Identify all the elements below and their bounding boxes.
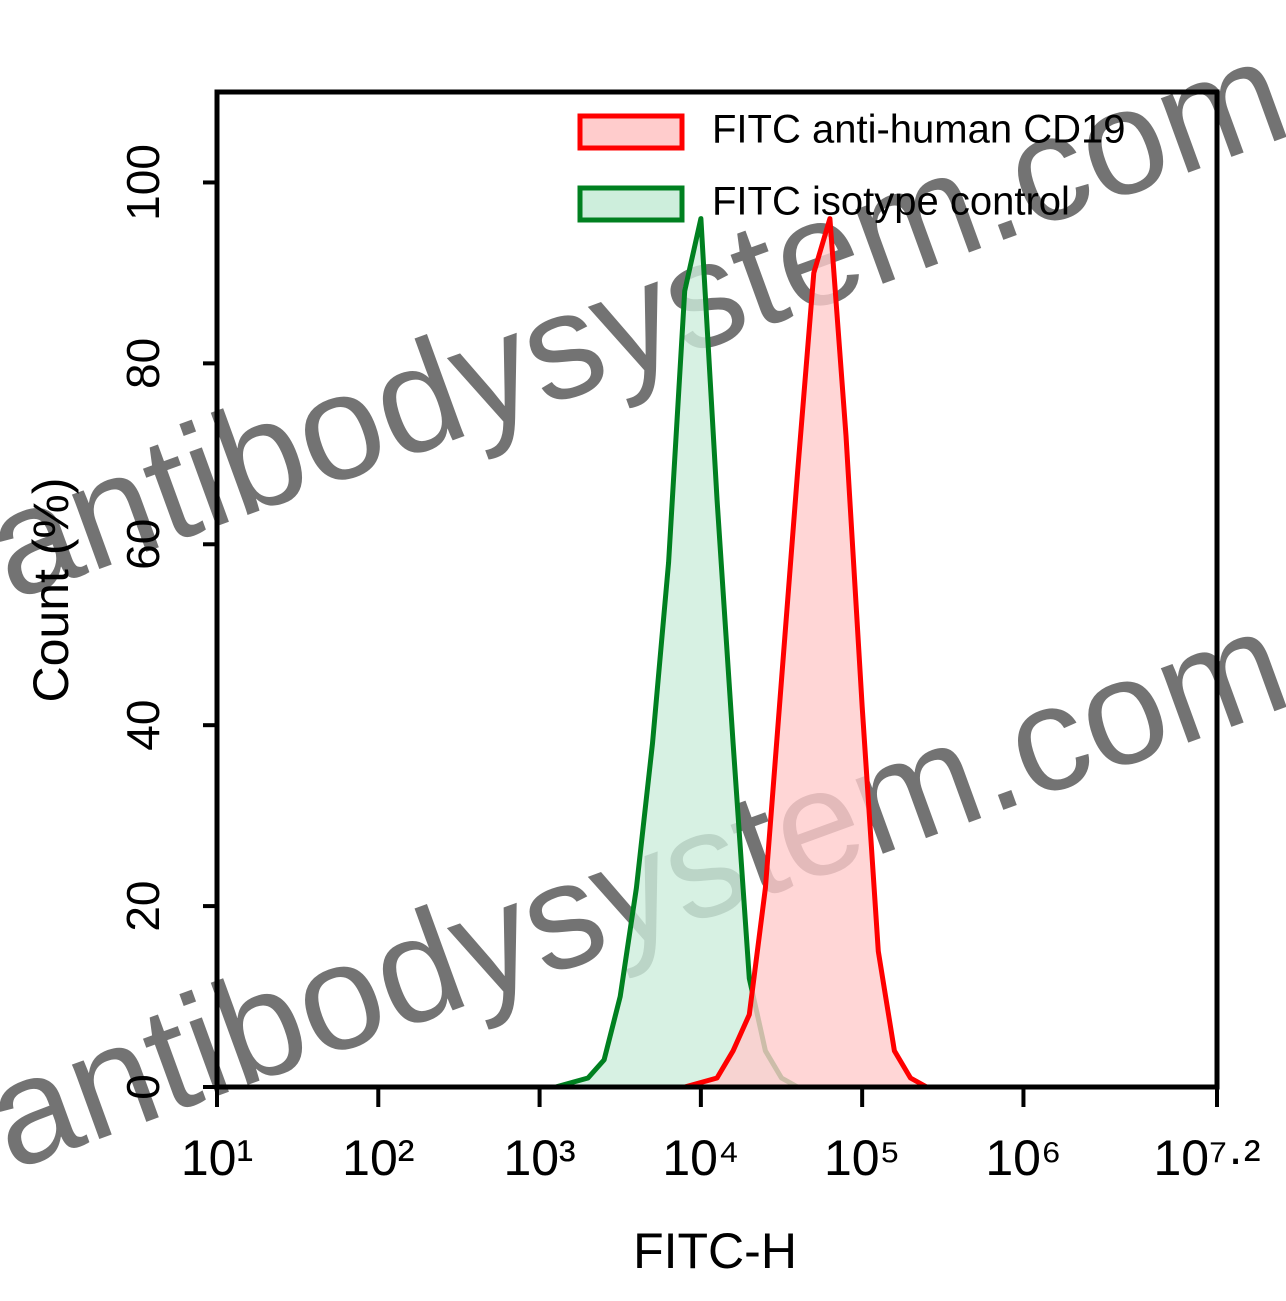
- y-tick-label: 40: [117, 700, 169, 751]
- area-fill: [555, 218, 943, 1088]
- y-axis-label: Count (%): [23, 477, 79, 702]
- area-fill: [555, 218, 943, 1088]
- x-tick-label: 10¹: [181, 1130, 253, 1186]
- x-tick-label: 10²: [342, 1130, 414, 1186]
- x-tick-label: 10⁷·²: [1153, 1130, 1260, 1186]
- x-tick-label: 10³: [503, 1130, 575, 1186]
- y-tick-label: 80: [117, 338, 169, 389]
- legend-swatch: [577, 113, 685, 151]
- y-tick-label: 0: [117, 1074, 169, 1100]
- x-tick-label: 10⁴: [662, 1130, 739, 1186]
- legend-swatch: [577, 185, 685, 223]
- plot-frame: [214, 89, 1220, 1090]
- watermark: antibodysystem.com: [0, 6, 1286, 631]
- y-tick-label: 60: [117, 519, 169, 570]
- legend-label: FITC isotype control: [712, 180, 1070, 224]
- legend-label: FITC anti-human CD19: [712, 108, 1125, 152]
- x-tick-label: 10⁵: [824, 1130, 900, 1186]
- y-tick-label: 20: [117, 881, 169, 932]
- x-tick-label: 10⁶: [985, 1130, 1061, 1186]
- y-tick-label: 100: [117, 144, 169, 221]
- x-axis-label: FITC-H: [633, 1223, 797, 1279]
